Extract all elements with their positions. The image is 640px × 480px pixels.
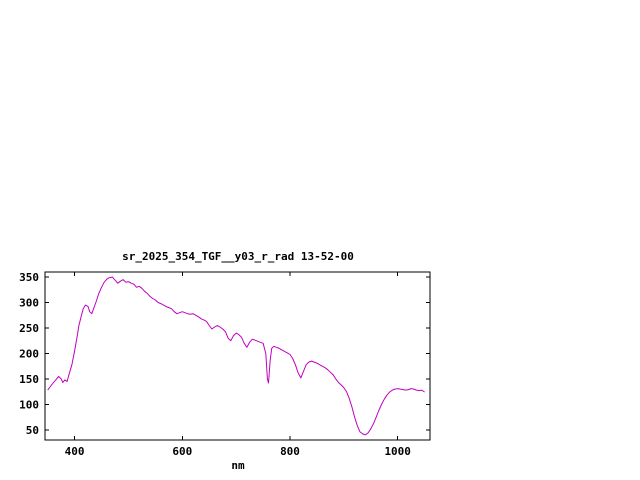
chart-title: sr_2025_354_TGF__y03_r_rad 13-52-00 [122,250,354,263]
x-tick-label: 400 [65,445,85,458]
y-tick-label: 150 [19,373,39,386]
y-tick-label: 50 [26,424,39,437]
x-tick-label: 1000 [384,445,411,458]
y-tick-label: 100 [19,398,39,411]
y-tick-label: 250 [19,322,39,335]
y-tick-label: 300 [19,297,39,310]
y-tick-label: 200 [19,347,39,360]
x-tick-label: 800 [280,445,300,458]
plot-frame [44,271,431,441]
spectrum-series-line [47,276,425,436]
x-tick-label: 600 [172,445,192,458]
y-tick-label: 350 [19,271,39,284]
x-axis-label: nm [231,459,245,472]
